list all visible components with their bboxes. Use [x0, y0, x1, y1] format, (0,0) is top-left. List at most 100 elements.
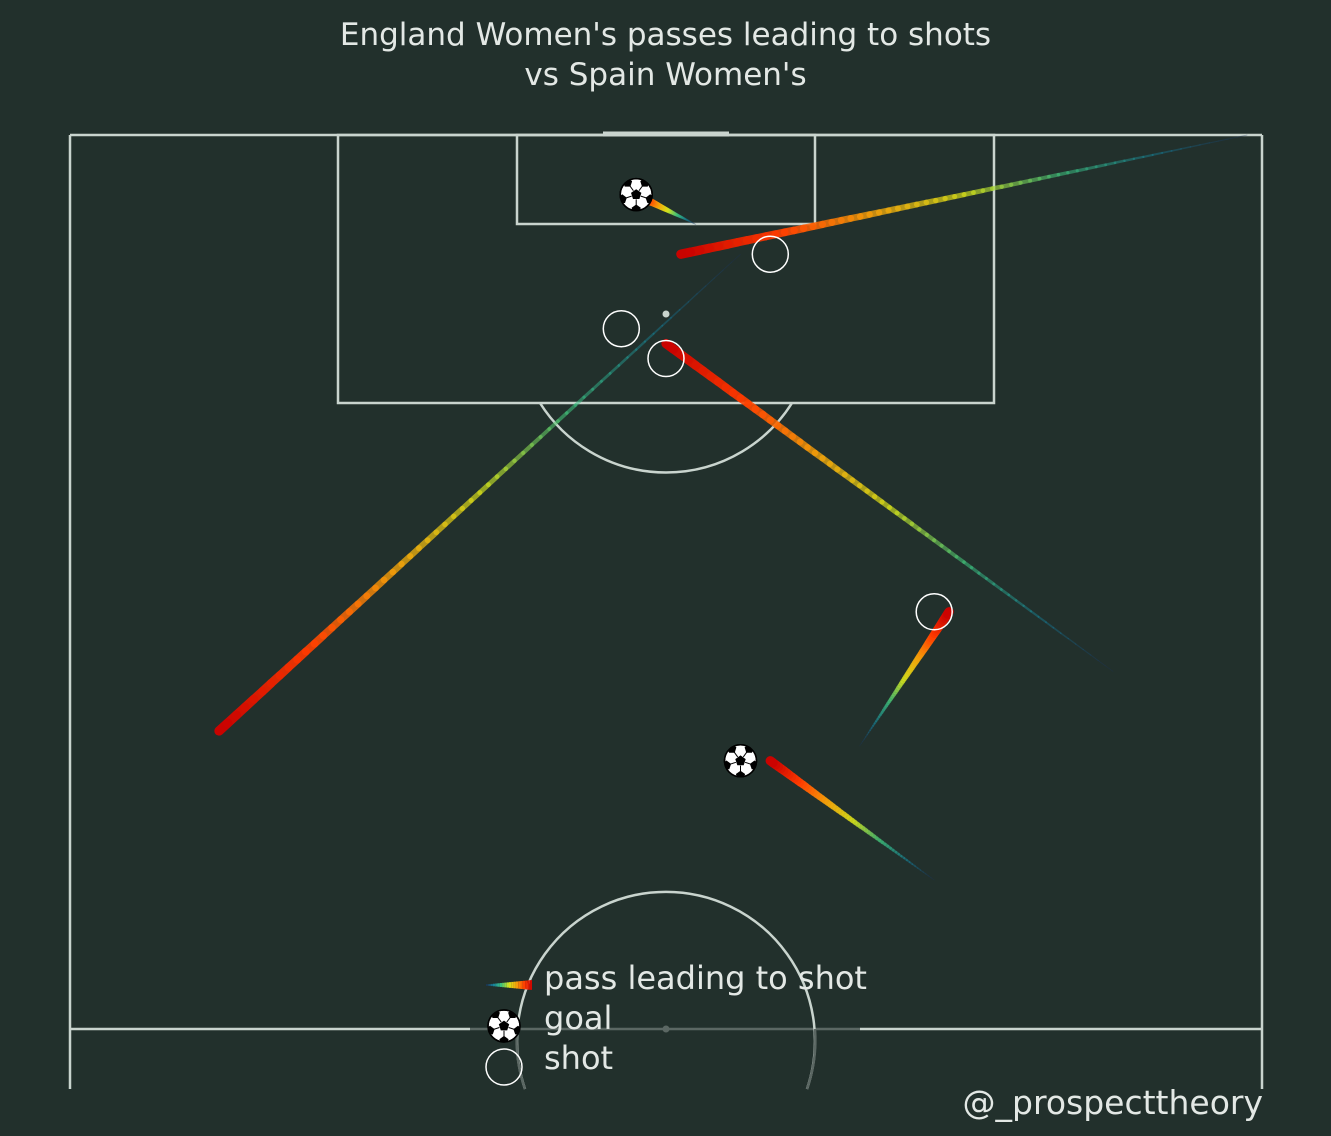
pass-segment: [992, 582, 1003, 591]
ball-panels: [724, 744, 757, 777]
pass-segment: [928, 875, 932, 879]
pass-segment: [867, 729, 871, 734]
pass-segment: [682, 217, 687, 221]
pass-segment: [1105, 665, 1114, 672]
center-circle-upper: [515, 890, 817, 1090]
pass-segment: [874, 717, 879, 723]
ball-panel: [631, 189, 642, 199]
ball-seam: [496, 1016, 502, 1023]
pass-segment: [1037, 615, 1047, 624]
ball-seam: [629, 185, 634, 191]
pass-segment: [870, 724, 875, 729]
pass-segment: [1237, 134, 1248, 138]
pass-segment: [547, 419, 560, 431]
pass-segment: [582, 387, 595, 399]
pass-segment: [643, 332, 655, 343]
ball-seam: [493, 1027, 500, 1030]
pass-segment: [683, 217, 687, 221]
pass-segment: [1227, 136, 1239, 140]
pass-segment: [689, 220, 692, 223]
pass-segment: [1123, 157, 1136, 163]
pass-line: [214, 253, 741, 736]
pass-segment: [1208, 140, 1220, 144]
pass-segment: [863, 736, 867, 740]
pass-segment: [1113, 159, 1126, 165]
ball-panel: [735, 755, 746, 766]
pass-segment: [626, 348, 638, 359]
pass-segment: [684, 218, 688, 221]
pass-segment: [713, 269, 724, 279]
pass-segment: [1075, 643, 1084, 651]
pass-segment: [1180, 146, 1192, 150]
ball-seam: [640, 195, 648, 199]
pass-segment: [865, 734, 868, 738]
marker-layer: [602, 177, 953, 778]
pass-segment: [869, 727, 873, 732]
pass-segment: [1170, 148, 1182, 152]
ball-panels: [620, 178, 653, 211]
shot-marker: [602, 309, 641, 348]
pass-segment: [1090, 654, 1099, 661]
pass-segment: [688, 220, 691, 223]
pass-segment: [999, 588, 1011, 597]
pass-segment: [1097, 660, 1106, 667]
pass-segment: [1161, 149, 1173, 154]
pass-segment: [1045, 621, 1055, 629]
pass-segment: [914, 865, 919, 869]
pass-segment: [872, 722, 876, 727]
shot-marker: [647, 339, 685, 378]
pass-segment: [556, 411, 569, 423]
ball-seam: [625, 195, 632, 199]
pass-segment: [905, 859, 911, 864]
pass-segment: [661, 338, 679, 354]
pass-segment: [652, 324, 664, 335]
pass-segment: [599, 371, 612, 383]
ball-outline: [487, 1009, 521, 1043]
pass-segment: [866, 731, 870, 736]
pass-segment: [859, 743, 862, 747]
pass-segment: [690, 221, 693, 224]
pass-segment: [214, 718, 233, 736]
pitch-markings: [68, 131, 1264, 1090]
pass-segment: [1104, 161, 1117, 167]
pass-segment: [925, 873, 930, 877]
pass-segment: [1218, 138, 1229, 142]
pass-segment: [693, 222, 696, 225]
pass-segment: [942, 607, 954, 619]
pass-segment: [862, 738, 865, 742]
pass-segment: [573, 395, 586, 407]
shot-marker: [751, 235, 790, 273]
ball-panel: [724, 760, 732, 770]
pass-segment: [900, 855, 906, 860]
pass-segment: [705, 277, 715, 287]
pass-segment: [917, 867, 922, 871]
pass-segment: [1085, 165, 1098, 171]
ball-panel: [645, 194, 653, 203]
pass-segment: [608, 364, 621, 375]
pass-segment: [635, 340, 647, 351]
ball-panel: [735, 770, 746, 777]
pass-segment: [1189, 144, 1201, 148]
ball-panel: [631, 204, 641, 211]
pass-segment: [564, 403, 578, 415]
pass-line: [661, 338, 1114, 672]
pass-segment: [731, 253, 741, 263]
ball-seam: [638, 185, 644, 191]
ball-outline: [619, 177, 653, 212]
pass-segment: [685, 218, 689, 222]
pass-segment: [691, 221, 694, 224]
ball-seam: [508, 1027, 515, 1030]
ball-seam: [744, 761, 752, 765]
pass-segment: [1082, 648, 1092, 656]
pass-segment: [911, 863, 916, 867]
pass-segment: [1060, 632, 1070, 640]
pass-segment: [617, 356, 629, 367]
center-circle-lower-right: [805, 1028, 817, 1090]
pass-segment: [873, 720, 878, 725]
ball-panel: [620, 194, 627, 203]
ball-panel: [498, 1020, 510, 1031]
pass-segment: [1199, 142, 1211, 146]
credit-handle: @_prospecttheory: [962, 1083, 1263, 1122]
